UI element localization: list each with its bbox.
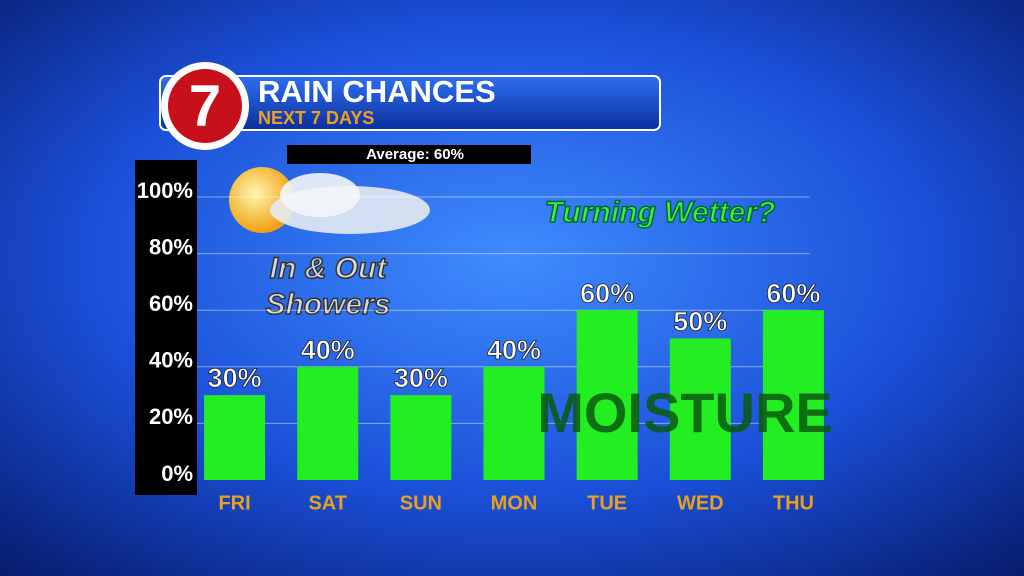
note-bar (287, 145, 531, 164)
annotation: Turning Wetter? (545, 196, 776, 229)
bar (669, 338, 731, 480)
value-label: 30% (394, 363, 448, 393)
cloud (280, 173, 360, 217)
y-tick-label: 60% (149, 291, 193, 316)
value-label: 50% (673, 307, 727, 337)
y-tick-label: 100% (137, 178, 193, 203)
x-tick-label: SUN (400, 492, 442, 514)
bar (390, 395, 452, 480)
annotation: In & Out (270, 252, 389, 285)
value-label: 40% (487, 335, 541, 365)
note: Average: 60% (366, 146, 464, 163)
header-bar (159, 75, 661, 131)
value-label: 60% (580, 278, 634, 308)
value-label: 60% (766, 278, 820, 308)
x-tick-label: SAT (308, 492, 347, 514)
annotation: Showers (265, 288, 390, 321)
bar (576, 310, 638, 480)
weather-icon (229, 167, 430, 234)
y-tick-label: 80% (149, 234, 193, 259)
bar (297, 366, 359, 480)
value-label: 30% (208, 363, 262, 393)
x-tick-label: TUE (587, 492, 627, 514)
axis-panel (135, 160, 197, 495)
x-tick-label: WED (677, 492, 724, 514)
chart-subtitle: NEXT 7 DAYS (258, 108, 374, 128)
annotation: MOISTURE (537, 381, 833, 444)
bar (204, 395, 266, 480)
bar (762, 310, 824, 480)
x-tick-label: THU (773, 492, 814, 514)
value-label: 40% (301, 335, 355, 365)
plot: 0% 20% 40% 60% 80% 100% FRI 30% SAT 40% SUN 30% MON 4… (137, 178, 824, 514)
x-tick-label: MON (491, 492, 538, 514)
x-tick-label: FRI (218, 492, 250, 514)
logo (168, 69, 242, 143)
y-tick-label: 0% (161, 461, 193, 486)
y-tick-label: 40% (149, 348, 193, 373)
y-tick-label: 20% (149, 404, 193, 429)
bar (483, 366, 545, 480)
chart-title: RAIN CHANCES (258, 74, 496, 109)
logo-text: 7 (189, 73, 221, 138)
